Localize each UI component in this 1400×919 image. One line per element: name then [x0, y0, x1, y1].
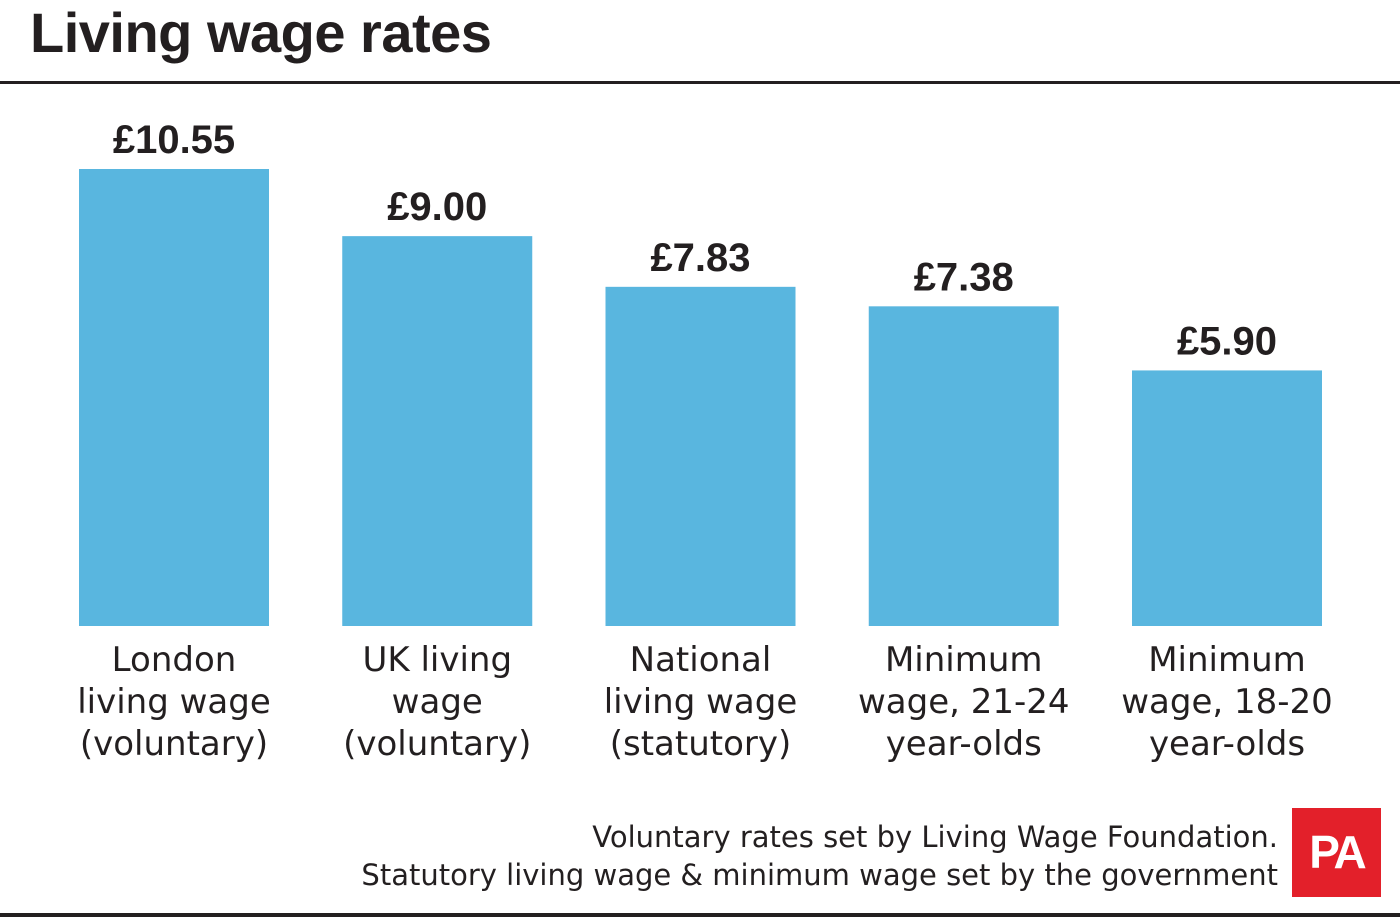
category-label-5: Minimum wage, 18-20 year-olds: [1121, 640, 1333, 764]
pa-logo: PA: [1292, 808, 1381, 897]
category-label-line: living wage: [77, 682, 271, 722]
category-label-line: London: [112, 640, 237, 680]
category-label-line: wage, 21-24: [858, 682, 1070, 722]
category-label-3: National living wage (statutory): [604, 640, 798, 764]
category-label-line: (voluntary): [343, 724, 531, 764]
bottom-divider: [0, 913, 1400, 917]
category-label-line: Minimum: [885, 640, 1043, 680]
category-label-4: Minimum wage, 21-24 year-olds: [858, 640, 1070, 764]
category-label-2: UK living wage (voluntary): [343, 640, 531, 764]
category-label-line: wage: [392, 682, 483, 722]
category-label-line: (voluntary): [80, 724, 268, 764]
value-label-2: £9.00: [387, 185, 487, 229]
chart-title: Living wage rates: [30, 1, 492, 64]
category-label-line: (statutory): [610, 724, 792, 764]
bar-2: [342, 236, 533, 626]
value-label-3: £7.83: [650, 236, 750, 280]
value-label-5: £5.90: [1177, 319, 1277, 363]
bar-3: [605, 286, 796, 626]
category-label-line: living wage: [604, 682, 798, 722]
category-label-line: Minimum: [1148, 640, 1306, 680]
source-line-1: Voluntary rates set by Living Wage Found…: [592, 820, 1278, 854]
category-label-line: UK living: [362, 640, 512, 680]
source-line-2: Statutory living wage & minimum wage set…: [361, 858, 1278, 892]
bar-1: [79, 169, 269, 626]
value-label-4: £7.38: [914, 255, 1014, 299]
bar-5: [1132, 370, 1322, 626]
bar-4: [868, 306, 1059, 626]
category-label-1: London living wage (voluntary): [77, 640, 271, 764]
title-divider: [0, 81, 1400, 84]
category-label-line: year-olds: [886, 724, 1042, 764]
category-label-line: year-olds: [1149, 724, 1305, 764]
source-note: Voluntary rates set by Living Wage Found…: [361, 818, 1278, 894]
value-label-1: £10.55: [113, 118, 235, 162]
category-label-line: wage, 18-20: [1121, 682, 1333, 722]
category-label-line: National: [630, 640, 772, 680]
